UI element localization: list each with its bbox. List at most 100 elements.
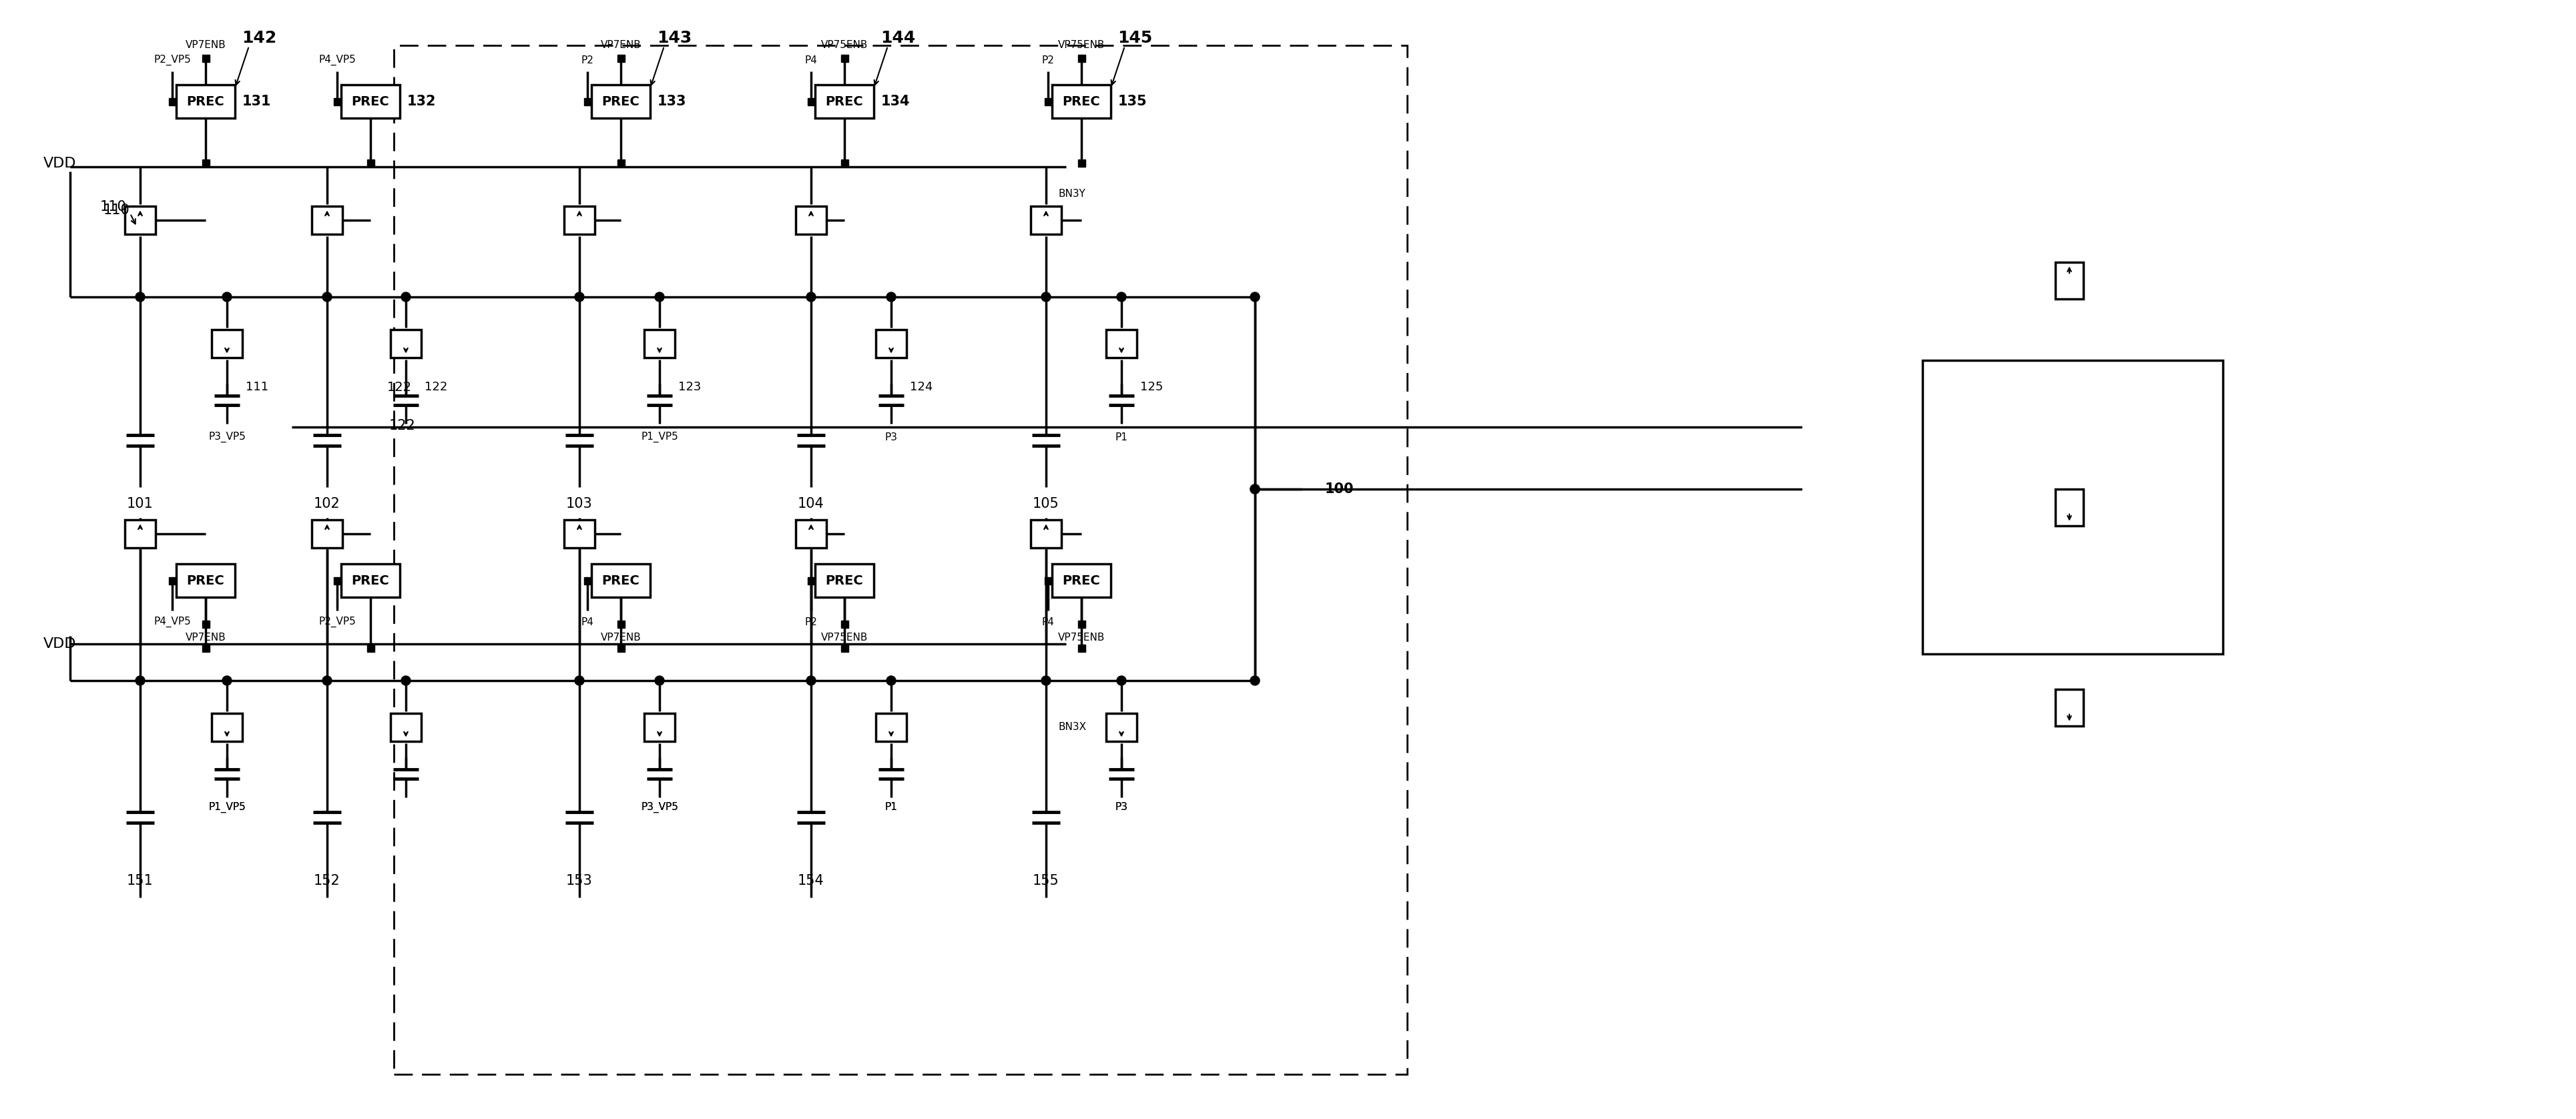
Bar: [201, 55, 209, 62]
Circle shape: [1118, 676, 1126, 685]
Text: 100: 100: [1324, 482, 1355, 496]
Text: P2_VP5: P2_VP5: [155, 55, 191, 65]
Bar: [366, 159, 374, 167]
Bar: [332, 97, 340, 105]
Bar: [2092, 916, 2099, 925]
Circle shape: [137, 292, 144, 302]
Bar: [340, 564, 399, 598]
Text: M0: M0: [2125, 281, 2143, 293]
Bar: [2056, 689, 2084, 725]
Bar: [796, 206, 827, 234]
Text: VDD: VDD: [2081, 180, 2112, 194]
Bar: [167, 97, 175, 105]
Text: VP75ENB: VP75ENB: [822, 39, 868, 49]
Bar: [124, 520, 155, 548]
Bar: [1929, 360, 2262, 653]
Circle shape: [402, 676, 410, 685]
Bar: [796, 520, 827, 548]
Text: 104: 104: [799, 497, 824, 510]
Text: VP7ENB: VP7ENB: [600, 632, 641, 642]
Circle shape: [1118, 292, 1126, 302]
Text: P3_VP5: P3_VP5: [641, 802, 677, 812]
Circle shape: [1249, 485, 1260, 493]
Circle shape: [222, 676, 232, 685]
Bar: [1030, 520, 1061, 548]
Bar: [840, 645, 848, 651]
Bar: [2066, 900, 2074, 909]
Text: VDD: VDD: [2053, 190, 2084, 204]
Text: P3: P3: [1115, 802, 1128, 812]
Bar: [366, 645, 374, 651]
Bar: [618, 159, 623, 167]
Circle shape: [2030, 622, 2040, 632]
Bar: [175, 564, 234, 598]
Bar: [201, 159, 209, 167]
Bar: [814, 85, 873, 119]
Bar: [167, 577, 175, 584]
Text: VP7ENB: VP7ENB: [600, 39, 641, 49]
Text: PREC: PREC: [824, 95, 863, 107]
Circle shape: [654, 676, 665, 685]
Text: 111: 111: [245, 380, 268, 393]
Text: PREC: PREC: [350, 574, 389, 586]
Text: P2: P2: [1041, 55, 1054, 65]
Text: VDD: VDD: [44, 157, 77, 170]
Text: P1: P1: [1115, 432, 1128, 442]
Bar: [1922, 360, 2223, 653]
Circle shape: [2066, 609, 2074, 619]
Text: P4_VP5: P4_VP5: [319, 55, 355, 65]
Bar: [1077, 55, 1084, 62]
Circle shape: [322, 676, 332, 685]
Text: P3_VP5: P3_VP5: [641, 802, 677, 812]
Text: P4: P4: [1041, 617, 1054, 627]
Bar: [840, 159, 848, 167]
Text: VP75ENB: VP75ENB: [822, 632, 868, 642]
Bar: [1030, 206, 1061, 234]
Bar: [201, 620, 209, 628]
Text: 144: 144: [881, 30, 914, 46]
Circle shape: [322, 292, 332, 302]
Text: PREC: PREC: [824, 574, 863, 586]
Text: 133: 133: [657, 95, 688, 109]
Bar: [876, 713, 907, 741]
Text: P4_VP5: P4_VP5: [155, 617, 191, 628]
Circle shape: [222, 292, 232, 302]
Bar: [312, 520, 343, 548]
Circle shape: [1249, 485, 1260, 493]
Bar: [1077, 159, 1084, 167]
Text: GND: GND: [2081, 928, 2112, 941]
Bar: [564, 206, 595, 234]
Text: PREC: PREC: [1061, 95, 1100, 107]
Bar: [2066, 216, 2074, 225]
Text: P3: P3: [1115, 802, 1128, 812]
Text: 142: 142: [242, 30, 276, 46]
Text: 110: 110: [103, 204, 129, 217]
Bar: [211, 330, 242, 358]
Text: 123: 123: [677, 380, 701, 393]
Bar: [644, 330, 675, 358]
Bar: [814, 564, 873, 598]
Circle shape: [2030, 622, 2040, 632]
Text: 143: 143: [657, 30, 690, 46]
Circle shape: [2066, 609, 2074, 619]
Text: PREC: PREC: [603, 95, 639, 107]
Text: 122: 122: [425, 380, 448, 393]
Text: P1_VP5: P1_VP5: [209, 802, 245, 812]
Bar: [1077, 620, 1084, 628]
Bar: [806, 577, 814, 584]
Bar: [618, 620, 623, 628]
Circle shape: [1249, 676, 1260, 685]
Circle shape: [886, 676, 896, 685]
Text: 105: 105: [1033, 497, 1059, 510]
Text: PREC: PREC: [603, 574, 639, 586]
Text: 132: 132: [407, 95, 435, 109]
Bar: [1803, 0, 2576, 1000]
Text: M0: M0: [2092, 274, 2110, 286]
Text: 131: 131: [242, 95, 270, 109]
Text: 122: 122: [389, 419, 415, 432]
Circle shape: [2218, 609, 2228, 619]
Bar: [585, 97, 590, 105]
Circle shape: [806, 676, 817, 685]
Bar: [2092, 196, 2099, 205]
Bar: [618, 55, 623, 62]
